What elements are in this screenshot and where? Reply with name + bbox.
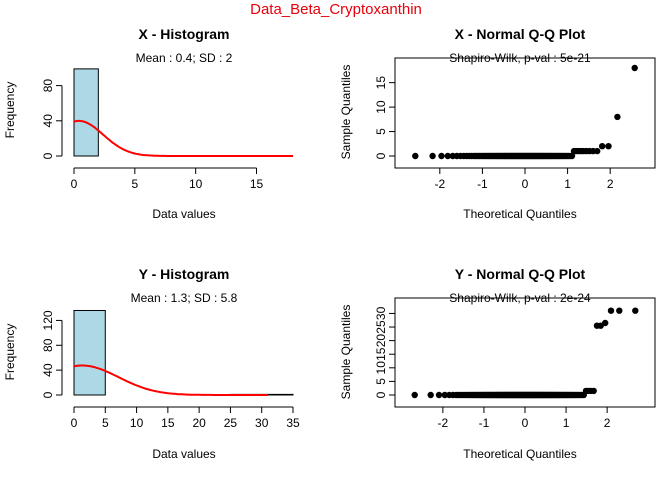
x-tick-label: 10 [189, 177, 203, 191]
x-tick-label: 1 [564, 177, 571, 191]
x-tick-label: 0 [522, 177, 529, 191]
x-tick-label: 5 [131, 177, 138, 191]
qq-point [616, 307, 623, 314]
y-tick-label: 5 [374, 128, 388, 135]
y-histogram-title: Y - Histogram [139, 266, 230, 282]
y-tick-label: 10 [374, 361, 388, 375]
y-tick-label: 0 [374, 152, 388, 159]
x-tick-label: 0 [71, 177, 78, 191]
qq-point [605, 143, 612, 150]
y-tick-label: 20 [374, 334, 388, 348]
y-tick-label: 5 [374, 378, 388, 385]
x-histogram-panel: X - Histogram Mean : 0.4; SD : 2 Data va… [3, 26, 293, 221]
y-tick-label: 120 [41, 310, 55, 330]
x-qq-title: X - Normal Q-Q Plot [455, 26, 586, 42]
x-tick-label: -1 [479, 416, 490, 430]
normal-density-curve [73, 364, 268, 396]
y-tick-label: 0 [374, 391, 388, 398]
qq-point [607, 307, 615, 314]
qq-point [438, 152, 445, 160]
x-tick-label: 30 [255, 416, 269, 430]
qq-point [435, 391, 443, 399]
x-qq-ylabel: Sample Quantiles [339, 65, 353, 160]
y-qq-title: Y - Normal Q-Q Plot [455, 266, 586, 282]
qq-point [568, 152, 576, 160]
qq-point [631, 64, 638, 72]
qq-point [427, 391, 434, 399]
x-tick-label: 0 [71, 416, 78, 430]
y-tick-label: 0 [41, 152, 55, 159]
y-tick-label: 0 [41, 391, 55, 398]
qq-point [441, 391, 448, 399]
x-histogram-ylabel: Frequency [3, 82, 17, 139]
x-qq-xlabel: Theoretical Quantiles [463, 207, 576, 221]
y-tick-label: 15 [374, 76, 388, 90]
histogram-bar [73, 68, 99, 157]
x-tick-label: 20 [192, 416, 206, 430]
qq-point [412, 152, 419, 160]
qq-point [599, 143, 606, 150]
figure-title: Data_Beta_Cryptoxanthin [250, 1, 422, 18]
y-tick-label: 80 [41, 79, 55, 93]
x-tick-label: 15 [161, 416, 175, 430]
qq-point [594, 147, 601, 155]
y-tick-label: 80 [41, 338, 55, 352]
y-histogram-ylabel: Frequency [3, 324, 17, 381]
y-tick-label: 30 [374, 306, 388, 320]
qq-point [411, 391, 418, 399]
plot-box [394, 297, 656, 408]
x-histogram-title: X - Histogram [138, 26, 229, 42]
x-histogram-xlabel: Data values [152, 207, 215, 221]
x-tick-label: 5 [102, 416, 109, 430]
x-tick-label: 1 [563, 416, 570, 430]
qq-point [590, 387, 597, 395]
y-tick-label: 25 [374, 320, 388, 334]
normal-density-curve [73, 119, 293, 157]
qq-point [602, 319, 609, 327]
x-tick-label: -2 [434, 177, 445, 191]
qq-point [429, 152, 436, 160]
x-histogram-subtitle: Mean : 0.4; SD : 2 [136, 51, 233, 65]
qq-point [632, 307, 639, 314]
y-tick-label: 10 [374, 100, 388, 114]
x-tick-label: -2 [438, 416, 449, 430]
y-qq-xlabel: Theoretical Quantiles [463, 447, 576, 461]
x-tick-label: 25 [224, 416, 238, 430]
y-tick-label: 40 [41, 363, 55, 377]
x-tick-label: 2 [604, 416, 611, 430]
y-histogram-xlabel: Data values [152, 447, 215, 461]
x-tick-label: 10 [130, 416, 144, 430]
x-tick-label: 35 [286, 416, 300, 430]
y-qq-panel: Y - Normal Q-Q Plot Shapiro-Wilk, p-val … [339, 266, 656, 461]
y-qq-ylabel: Sample Quantiles [339, 305, 353, 400]
qq-point [614, 113, 621, 121]
y-histogram-subtitle: Mean : 1.3; SD : 5.8 [131, 291, 238, 305]
x-tick-label: 0 [522, 416, 529, 430]
y-tick-label: 40 [41, 114, 55, 128]
x-tick-label: -1 [477, 177, 488, 191]
x-tick-label: 2 [607, 177, 614, 191]
plot-box [394, 57, 656, 169]
histogram-bar [73, 309, 106, 396]
y-tick-label: 15 [374, 347, 388, 361]
qq-point [444, 152, 451, 160]
x-qq-panel: X - Normal Q-Q Plot Shapiro-Wilk, p-val … [339, 26, 656, 221]
x-tick-label: 15 [250, 177, 264, 191]
y-histogram-panel: Y - Histogram Mean : 1.3; SD : 5.8 Data … [3, 266, 300, 461]
